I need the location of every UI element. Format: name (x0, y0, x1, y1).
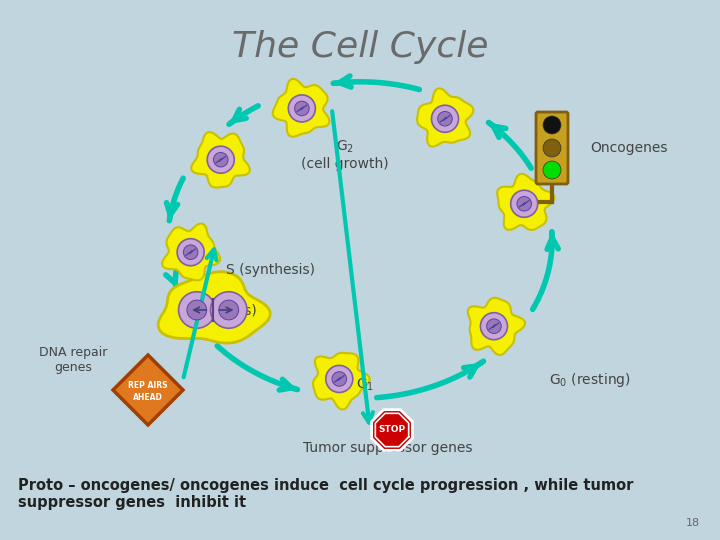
Circle shape (480, 313, 508, 340)
Circle shape (431, 105, 459, 132)
Text: Tumor suppressor genes: Tumor suppressor genes (303, 441, 473, 455)
Circle shape (179, 292, 215, 328)
Text: G$_0$ (resting): G$_0$ (resting) (549, 371, 631, 389)
Circle shape (543, 139, 561, 157)
Circle shape (294, 101, 309, 116)
Circle shape (332, 372, 346, 386)
Text: The Cell Cycle: The Cell Cycle (232, 30, 488, 64)
Circle shape (438, 111, 452, 126)
Polygon shape (372, 410, 413, 450)
Circle shape (187, 300, 207, 320)
Text: G$_1$: G$_1$ (356, 377, 374, 393)
Text: DNA repair
genes: DNA repair genes (39, 346, 107, 374)
Text: AHEAD: AHEAD (133, 393, 163, 402)
Polygon shape (417, 89, 473, 146)
Circle shape (184, 245, 198, 260)
Circle shape (543, 161, 561, 179)
Text: M (mitosis): M (mitosis) (179, 303, 256, 317)
Polygon shape (498, 174, 554, 230)
Circle shape (177, 239, 204, 266)
FancyBboxPatch shape (536, 112, 568, 184)
Circle shape (543, 116, 561, 134)
Text: 18: 18 (686, 518, 700, 528)
Circle shape (288, 95, 315, 122)
Polygon shape (192, 132, 250, 187)
Circle shape (510, 190, 538, 217)
Circle shape (219, 300, 238, 320)
Text: STOP: STOP (379, 426, 405, 435)
Text: G$_2$
(cell growth): G$_2$ (cell growth) (301, 139, 389, 171)
Circle shape (517, 197, 531, 211)
Text: REP AIRS: REP AIRS (128, 381, 168, 390)
Polygon shape (468, 298, 525, 355)
Polygon shape (162, 224, 220, 280)
Circle shape (487, 319, 501, 334)
Circle shape (207, 146, 234, 173)
Polygon shape (313, 353, 370, 409)
Circle shape (210, 292, 247, 328)
Text: S (synthesis): S (synthesis) (225, 263, 315, 277)
Circle shape (213, 152, 228, 167)
Text: Oncogenes: Oncogenes (590, 141, 667, 155)
Polygon shape (113, 355, 183, 425)
Circle shape (325, 366, 353, 393)
Polygon shape (273, 79, 329, 137)
Text: Proto – oncogenes/ oncogenes induce  cell cycle progression , while tumor
suppre: Proto – oncogenes/ oncogenes induce cell… (18, 478, 634, 510)
Polygon shape (158, 272, 270, 343)
